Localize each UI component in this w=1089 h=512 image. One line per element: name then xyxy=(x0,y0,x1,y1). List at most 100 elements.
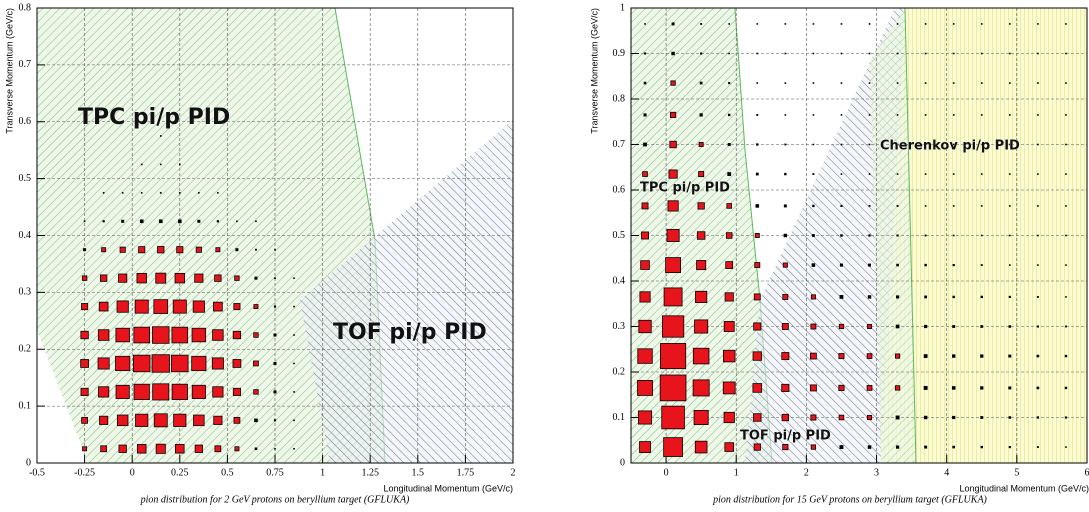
y-tick-label: 0.7 xyxy=(19,59,32,70)
box xyxy=(755,204,760,208)
box xyxy=(216,220,219,223)
box xyxy=(840,52,843,55)
box xyxy=(118,273,128,283)
box xyxy=(134,299,149,314)
box xyxy=(670,111,677,118)
box xyxy=(753,322,762,331)
box xyxy=(1064,416,1068,419)
box xyxy=(896,173,899,175)
box xyxy=(274,248,276,251)
box xyxy=(1065,23,1067,25)
box xyxy=(867,445,872,449)
x-tick-label: 3 xyxy=(874,467,879,478)
box xyxy=(212,329,224,341)
chart: -0.5 -0.25 0 0.25 0.5 0.75 1 1.25 1.5 1.75 2 0 0.1 0.… xyxy=(4,2,515,505)
box xyxy=(924,263,927,267)
box xyxy=(293,362,295,365)
x-tick-label: 1 xyxy=(734,467,739,478)
box xyxy=(175,444,185,454)
box xyxy=(811,234,815,237)
box xyxy=(840,114,843,116)
box xyxy=(637,348,653,364)
box xyxy=(784,143,787,146)
box xyxy=(866,353,873,359)
box xyxy=(663,437,683,457)
box xyxy=(924,445,928,449)
box xyxy=(254,418,258,423)
box xyxy=(232,387,241,396)
annotation: TOF pi/p PID xyxy=(333,320,487,345)
box xyxy=(179,163,181,166)
box xyxy=(781,413,790,422)
box xyxy=(868,234,871,237)
box xyxy=(140,163,143,166)
box xyxy=(157,246,165,254)
box xyxy=(896,143,899,146)
box xyxy=(643,52,647,55)
box xyxy=(924,23,927,25)
box xyxy=(255,220,257,223)
box xyxy=(81,416,88,424)
box xyxy=(754,262,761,269)
chart: 0 1 2 3 4 5 6 0 0.1 0.2 0.3 0.4 0.5 0.6 0.7 0.8 0.9 1 Long… xyxy=(589,2,1089,505)
box xyxy=(1037,143,1039,146)
box xyxy=(784,52,787,55)
box xyxy=(171,383,188,401)
box xyxy=(273,390,277,394)
box xyxy=(191,327,207,343)
box xyxy=(1037,173,1039,175)
box xyxy=(840,204,843,208)
box xyxy=(669,140,677,149)
box xyxy=(868,114,871,116)
box xyxy=(980,143,983,146)
box xyxy=(659,374,687,402)
box xyxy=(695,290,708,303)
x-tick-label: 1 xyxy=(320,467,325,478)
box xyxy=(194,273,204,283)
box xyxy=(158,219,163,224)
box xyxy=(102,220,105,223)
caption: pion distribution for 2 GeV protons on b… xyxy=(140,494,410,505)
box xyxy=(924,234,927,237)
x-axis-label: Longitudinal Momentum (GeV/c) xyxy=(383,483,513,493)
box xyxy=(133,326,150,344)
box xyxy=(97,357,110,370)
box xyxy=(896,204,899,207)
box xyxy=(980,205,983,207)
box xyxy=(139,219,144,224)
box xyxy=(232,330,242,340)
y-tick-label: 0.4 xyxy=(19,230,32,241)
box xyxy=(692,347,710,365)
box xyxy=(812,204,815,208)
box xyxy=(98,386,110,398)
box xyxy=(1008,325,1012,328)
box xyxy=(255,248,257,251)
box xyxy=(782,262,788,268)
box xyxy=(1036,354,1040,358)
box xyxy=(1008,354,1012,358)
box xyxy=(699,81,703,85)
box xyxy=(1036,446,1039,449)
box xyxy=(810,294,816,300)
box xyxy=(1037,234,1039,237)
box xyxy=(728,52,731,55)
box xyxy=(639,291,651,303)
box xyxy=(895,324,900,329)
box xyxy=(810,323,817,330)
box xyxy=(99,415,109,425)
box xyxy=(784,82,787,84)
box xyxy=(980,82,983,84)
box xyxy=(756,52,759,55)
box xyxy=(952,415,956,420)
y-axis-label: Transverse Momentum (GeV/c) xyxy=(589,8,599,134)
box xyxy=(923,385,928,390)
box xyxy=(756,113,759,116)
box xyxy=(274,447,276,450)
box xyxy=(783,204,787,208)
box xyxy=(193,414,205,427)
box xyxy=(173,413,187,427)
box xyxy=(152,326,170,344)
box xyxy=(153,413,168,428)
box xyxy=(213,301,223,312)
box xyxy=(840,173,843,175)
